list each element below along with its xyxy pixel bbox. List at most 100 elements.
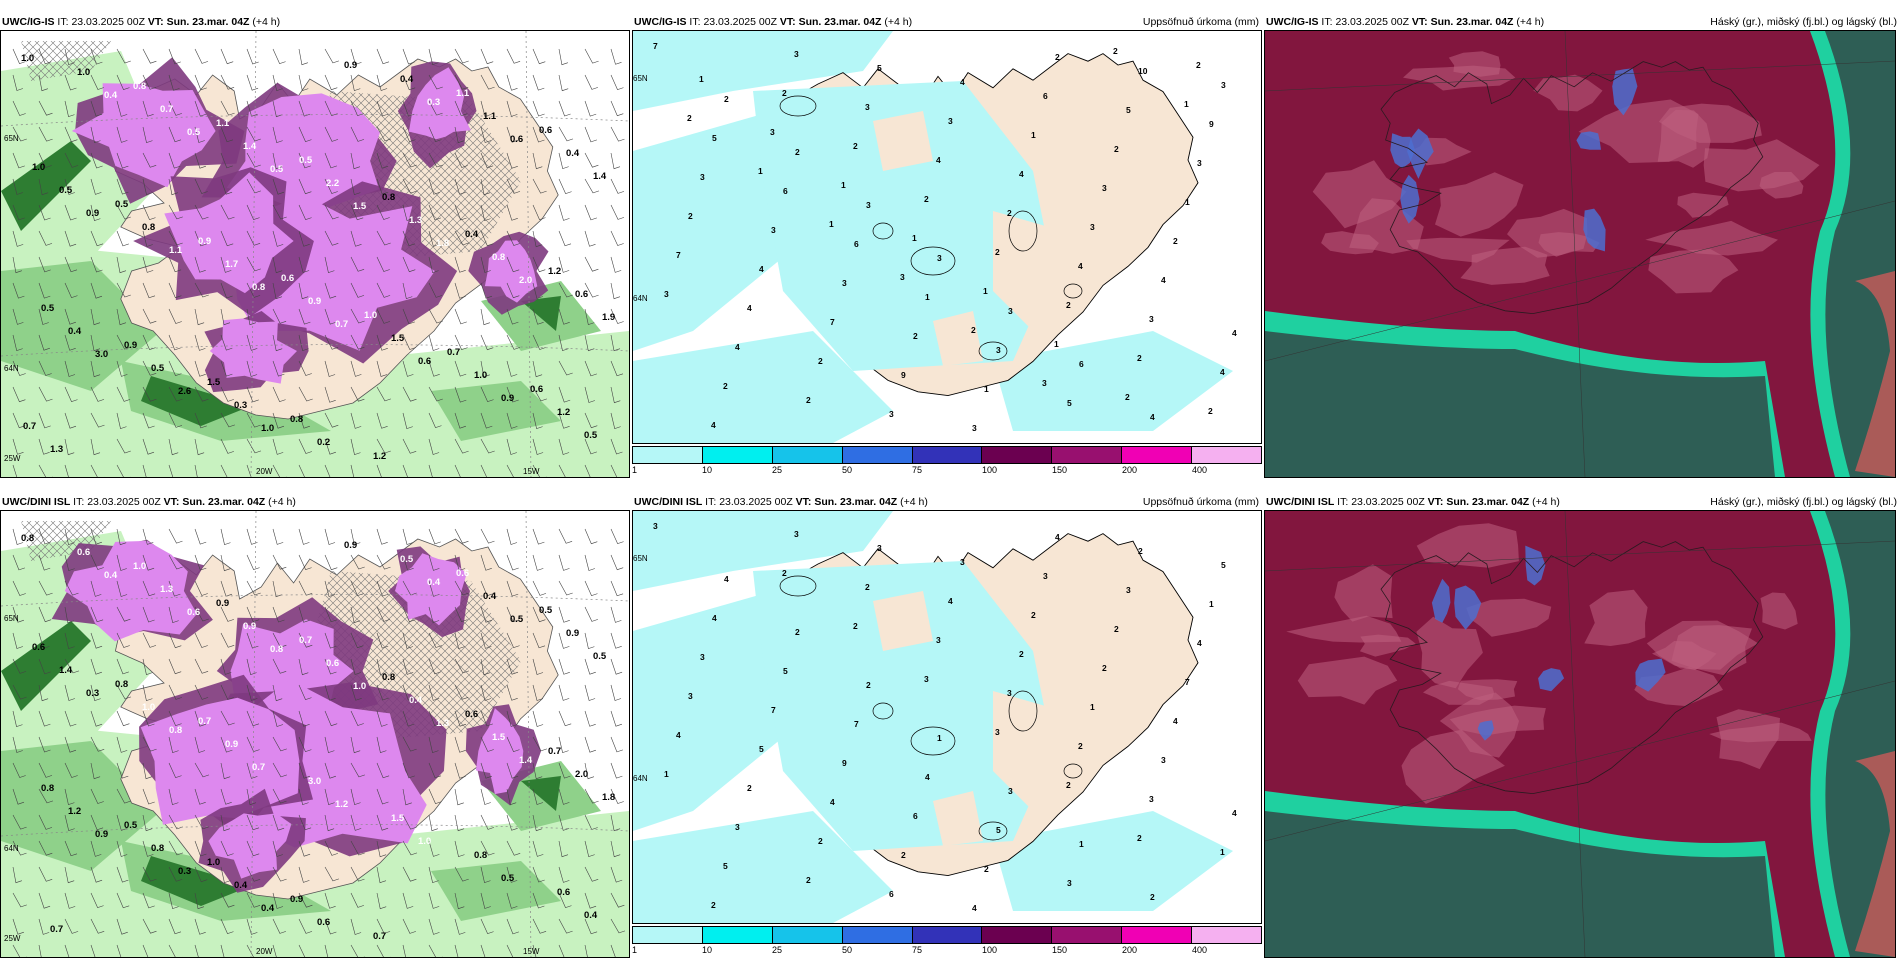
precip-value: 3: [937, 253, 942, 263]
wind-barb: [142, 74, 157, 90]
wind-barb: [428, 334, 440, 351]
wind-barb: [220, 710, 235, 726]
precip-value: 9: [901, 370, 906, 380]
wind-barb: [584, 464, 591, 477]
clear-sea-area: [1265, 331, 1775, 477]
wind-barb: [194, 684, 209, 700]
wind-barb: [376, 866, 387, 884]
wind-barb: [90, 126, 101, 143]
precip-value: 3: [1149, 794, 1154, 804]
wind-barb: [480, 438, 495, 454]
wind-barb: [480, 126, 492, 143]
wind-barb: [558, 152, 569, 169]
wind-barb: [246, 412, 261, 428]
precip-value: 0.9: [95, 829, 108, 840]
wind-barb: [168, 100, 182, 116]
graticule-line: [1564, 31, 1586, 477]
wind-barb: [38, 282, 51, 299]
precip-value: 0.9: [216, 598, 229, 609]
wind-barb: [64, 580, 79, 596]
wind-barb: [298, 814, 312, 831]
wind-barb: [506, 152, 518, 169]
wind-barb: [428, 256, 439, 273]
wind-barb: [38, 892, 51, 909]
precip-value: 1: [699, 74, 704, 84]
wind-barb: [38, 230, 53, 246]
precip-value: 3: [972, 423, 977, 433]
wind-barb: [376, 892, 387, 910]
wind-barb: [532, 126, 545, 143]
precip-value: 2: [1196, 60, 1201, 70]
wind-barb: [558, 438, 570, 455]
wind-barb: [532, 814, 543, 832]
wind-barb: [220, 386, 234, 402]
glacier-outline: [910, 726, 956, 756]
wind-barb: [324, 464, 331, 477]
wind-barb: [350, 762, 365, 778]
wind-barb: [376, 230, 391, 246]
precip-value: 2: [1125, 392, 1130, 402]
wind-barb: [298, 554, 312, 570]
precip-value: 1: [1031, 130, 1036, 140]
clear-sea-area: [1822, 511, 1895, 957]
wind-barb: [38, 788, 54, 804]
wind-barb: [142, 282, 156, 299]
wind-barb: [142, 632, 157, 648]
precip-value: 0.6: [77, 547, 90, 558]
colorbar-tick-label: 50: [841, 465, 852, 475]
mid-cloud-patch: [1416, 523, 1519, 568]
wind-barb: [12, 282, 25, 299]
wind-barb: [350, 74, 361, 91]
wind-barb: [246, 658, 257, 675]
wind-barb: [454, 282, 466, 299]
colorbar-tick-label: 25: [771, 465, 782, 475]
wind-barb: [376, 334, 388, 351]
wind-barb: [142, 658, 153, 675]
wind-barb: [584, 658, 596, 675]
wind-barb: [12, 204, 25, 221]
wind-barb: [12, 178, 23, 195]
wind-barb: [246, 528, 258, 545]
wind-barb: [168, 580, 181, 597]
wind-barb: [194, 632, 208, 648]
precip-value: 2: [853, 621, 858, 631]
wind-barb: [610, 230, 624, 246]
wind-barb: [350, 256, 365, 272]
wind-barb: [64, 918, 79, 934]
wind-barb: [194, 892, 205, 910]
wind-barb: [324, 204, 339, 220]
wind-barb: [350, 282, 365, 298]
wind-barb: [116, 438, 131, 454]
wind-barb: [350, 360, 362, 377]
wind-barb: [506, 840, 521, 856]
wind-barb: [194, 710, 206, 727]
wind-barb: [428, 360, 440, 377]
precip-value: 2: [1031, 610, 1036, 620]
precip-area: [993, 331, 1233, 431]
wind-barb: [610, 762, 623, 779]
wind-barb: [584, 528, 598, 545]
wind-barb: [506, 230, 520, 246]
wind-barb: [532, 528, 545, 545]
precip-value: 0.6: [575, 289, 588, 300]
wind-barb: [220, 814, 230, 832]
wind-barb: [324, 100, 338, 116]
precip-value: 4: [1220, 367, 1225, 377]
colorbar-swatch: [842, 927, 913, 943]
wind-barb: [298, 412, 310, 429]
wind-barb: [584, 282, 599, 298]
wind-barb: [142, 100, 154, 117]
precip-value: 0.5: [539, 605, 553, 616]
precip-value: 4: [735, 342, 740, 352]
dry-area: [993, 211, 1073, 331]
wind-barb: [402, 334, 416, 350]
wind-barb: [38, 580, 53, 596]
precip-value: 0.8: [133, 81, 146, 92]
wind-barb: [584, 360, 597, 377]
wind-barb: [584, 230, 596, 247]
precip-value: 1.2: [68, 806, 81, 817]
precip-value: 3: [960, 557, 965, 567]
precip-value: 2: [901, 850, 906, 860]
wind-barb: [402, 282, 413, 299]
wind-barb: [610, 152, 621, 170]
